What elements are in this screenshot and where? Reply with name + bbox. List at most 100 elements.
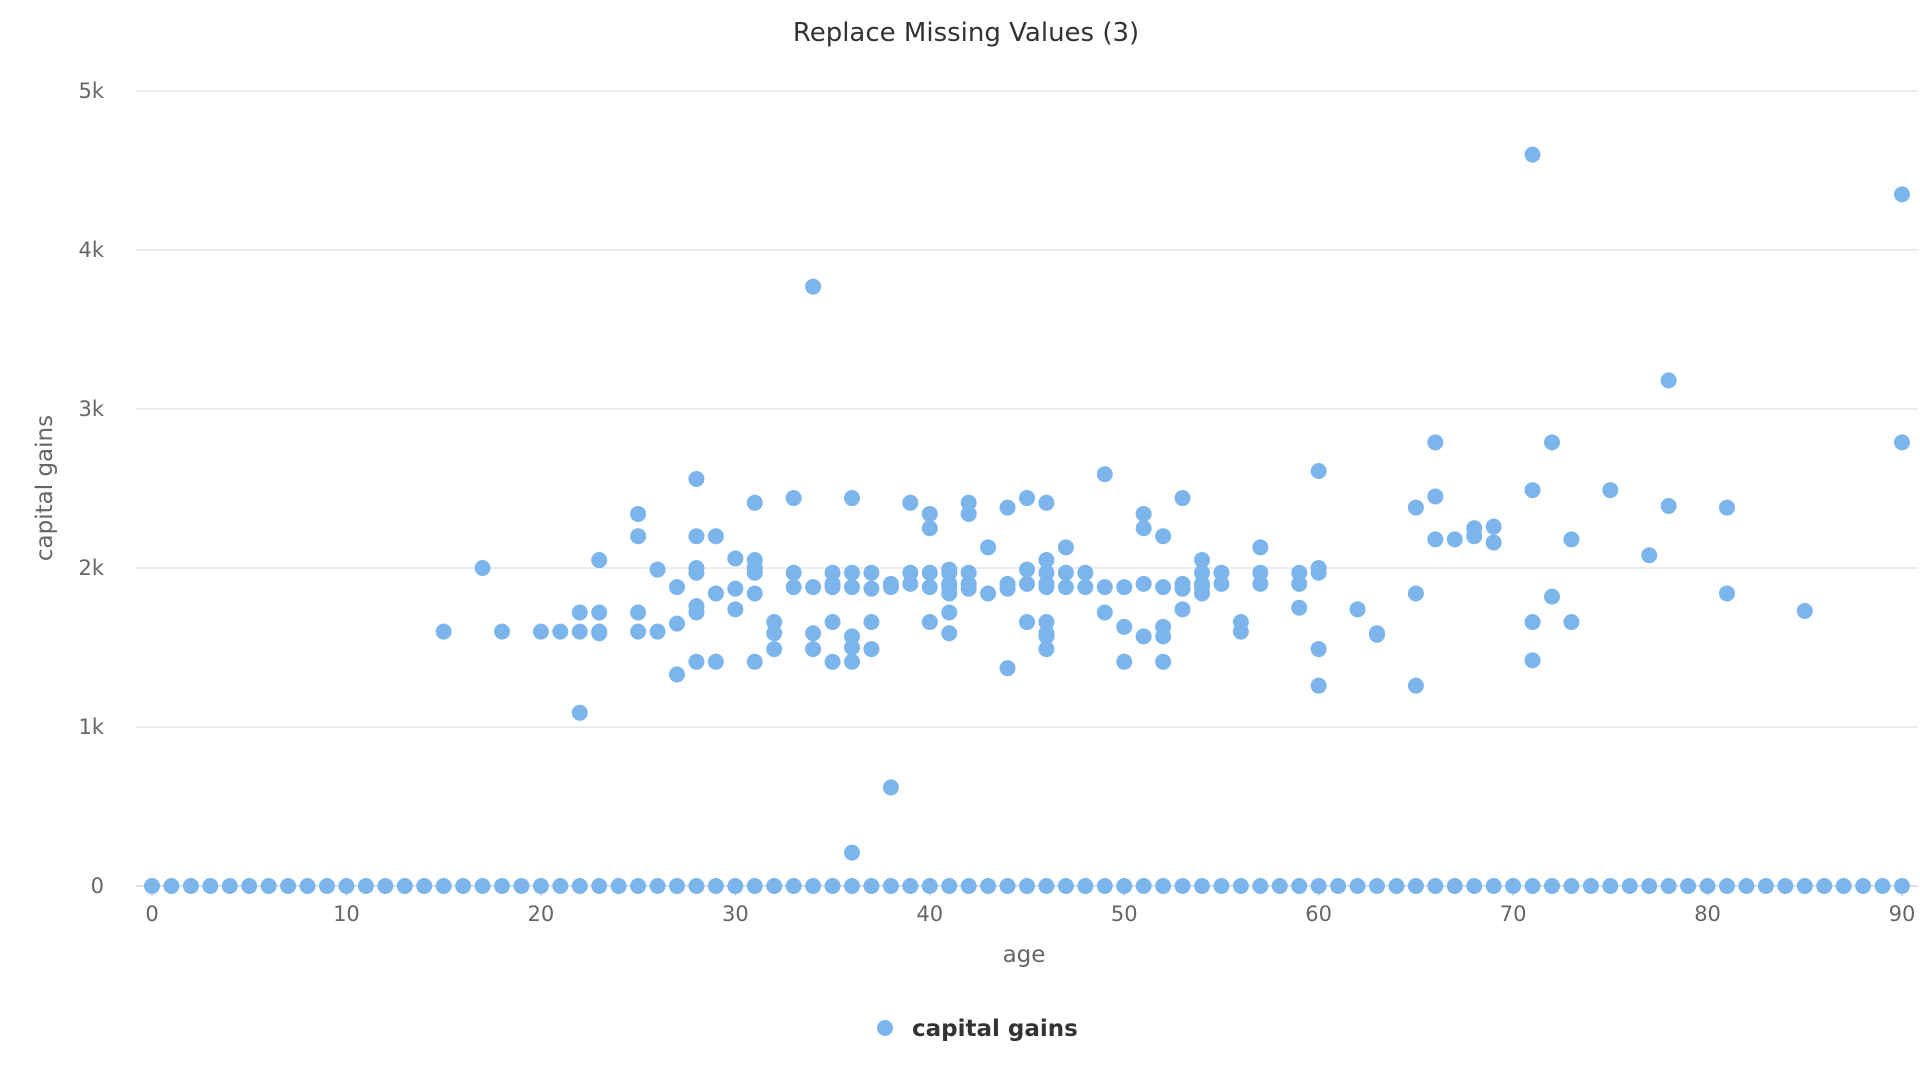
data-point[interactable] bbox=[844, 490, 860, 507]
data-point[interactable] bbox=[1407, 585, 1424, 602]
data-point[interactable] bbox=[241, 878, 258, 894]
data-point[interactable] bbox=[941, 561, 958, 578]
data-point[interactable] bbox=[1427, 531, 1444, 548]
data-point[interactable] bbox=[1894, 878, 1910, 894]
data-point[interactable] bbox=[1135, 878, 1152, 894]
data-point[interactable] bbox=[1796, 878, 1813, 894]
data-point[interactable] bbox=[1310, 560, 1327, 576]
data-point[interactable] bbox=[1855, 878, 1872, 894]
data-point[interactable] bbox=[1252, 878, 1269, 894]
data-point[interactable] bbox=[1252, 564, 1269, 581]
data-point[interactable] bbox=[1738, 878, 1755, 894]
data-point[interactable] bbox=[785, 564, 802, 581]
data-point[interactable] bbox=[649, 878, 666, 894]
data-point[interactable] bbox=[688, 653, 705, 670]
data-point[interactable] bbox=[844, 653, 860, 670]
data-point[interactable] bbox=[844, 878, 860, 894]
data-point[interactable] bbox=[1038, 641, 1055, 658]
data-point[interactable] bbox=[844, 579, 860, 596]
data-point[interactable] bbox=[1019, 614, 1035, 631]
data-point[interactable] bbox=[1310, 677, 1327, 694]
data-point[interactable] bbox=[669, 666, 685, 683]
data-point[interactable] bbox=[630, 878, 647, 894]
data-point[interactable] bbox=[1796, 602, 1813, 619]
data-point[interactable] bbox=[669, 615, 685, 632]
data-point[interactable] bbox=[921, 505, 938, 522]
data-point[interactable] bbox=[163, 878, 180, 894]
data-point[interactable] bbox=[1232, 878, 1249, 894]
data-point[interactable] bbox=[1427, 434, 1444, 451]
data-point[interactable] bbox=[1485, 878, 1502, 894]
data-point[interactable] bbox=[941, 878, 958, 894]
data-point[interactable] bbox=[1096, 466, 1113, 483]
data-point[interactable] bbox=[377, 878, 394, 894]
data-point[interactable] bbox=[1038, 625, 1055, 642]
data-point[interactable] bbox=[1252, 539, 1269, 556]
data-point[interactable] bbox=[1894, 186, 1910, 203]
data-point[interactable] bbox=[1213, 878, 1230, 894]
data-point[interactable] bbox=[746, 878, 763, 894]
data-point[interactable] bbox=[1757, 878, 1774, 894]
data-point[interactable] bbox=[688, 560, 705, 576]
data-point[interactable] bbox=[824, 878, 841, 894]
data-point[interactable] bbox=[766, 641, 783, 658]
data-point[interactable] bbox=[571, 623, 588, 640]
data-point[interactable] bbox=[902, 564, 919, 581]
data-point[interactable] bbox=[921, 614, 938, 631]
data-point[interactable] bbox=[1155, 618, 1172, 635]
data-point[interactable] bbox=[1135, 575, 1152, 592]
data-point[interactable] bbox=[1135, 628, 1152, 645]
legend-label[interactable]: capital gains bbox=[912, 1016, 1078, 1042]
data-point[interactable] bbox=[785, 878, 802, 894]
data-point[interactable] bbox=[1194, 575, 1210, 592]
data-point[interactable] bbox=[1038, 552, 1055, 569]
data-point[interactable] bbox=[844, 844, 860, 861]
data-point[interactable] bbox=[182, 878, 199, 894]
data-point[interactable] bbox=[882, 779, 899, 796]
data-point[interactable] bbox=[1174, 490, 1191, 507]
data-point[interactable] bbox=[941, 625, 958, 642]
data-point[interactable] bbox=[863, 564, 880, 581]
data-point[interactable] bbox=[1874, 878, 1891, 894]
data-point[interactable] bbox=[766, 625, 783, 642]
data-point[interactable] bbox=[1641, 547, 1658, 564]
data-point[interactable] bbox=[882, 575, 899, 592]
data-point[interactable] bbox=[1077, 579, 1094, 596]
data-point[interactable] bbox=[1524, 482, 1541, 499]
data-point[interactable] bbox=[1135, 505, 1152, 522]
data-point[interactable] bbox=[1291, 878, 1308, 894]
data-point[interactable] bbox=[727, 580, 744, 597]
data-point[interactable] bbox=[338, 878, 355, 894]
data-point[interactable] bbox=[805, 579, 822, 596]
data-point[interactable] bbox=[707, 878, 724, 894]
data-point[interactable] bbox=[552, 878, 569, 894]
data-point[interactable] bbox=[1116, 579, 1133, 596]
data-point[interactable] bbox=[260, 878, 277, 894]
data-point[interactable] bbox=[1116, 653, 1133, 670]
data-point[interactable] bbox=[532, 623, 549, 640]
data-point[interactable] bbox=[1544, 588, 1560, 605]
data-point[interactable] bbox=[1563, 878, 1580, 894]
data-point[interactable] bbox=[1310, 878, 1327, 894]
data-point[interactable] bbox=[1135, 520, 1152, 537]
data-point[interactable] bbox=[1019, 575, 1035, 592]
data-point[interactable] bbox=[746, 653, 763, 670]
data-point[interactable] bbox=[1485, 518, 1502, 535]
data-point[interactable] bbox=[474, 878, 491, 894]
data-point[interactable] bbox=[1602, 482, 1619, 499]
data-point[interactable] bbox=[921, 564, 938, 581]
data-point[interactable] bbox=[746, 552, 763, 569]
data-point[interactable] bbox=[630, 604, 647, 621]
data-point[interactable] bbox=[1038, 614, 1055, 631]
data-point[interactable] bbox=[1699, 878, 1716, 894]
data-point[interactable] bbox=[1116, 878, 1133, 894]
data-point[interactable] bbox=[1544, 434, 1560, 451]
data-point[interactable] bbox=[805, 878, 822, 894]
data-point[interactable] bbox=[707, 585, 724, 602]
data-point[interactable] bbox=[1155, 878, 1172, 894]
data-point[interactable] bbox=[630, 505, 647, 522]
data-point[interactable] bbox=[1057, 579, 1074, 596]
data-point[interactable] bbox=[980, 878, 997, 894]
data-point[interactable] bbox=[649, 623, 666, 640]
data-point[interactable] bbox=[610, 878, 627, 894]
